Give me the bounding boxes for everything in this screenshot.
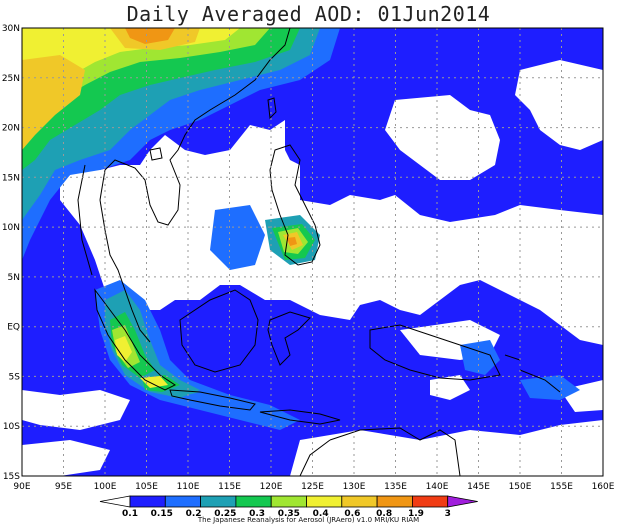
lat-tick-label: 25N <box>2 74 20 84</box>
lon-tick-label: 90E <box>13 482 30 492</box>
lat-tick-label: 10N <box>2 223 20 233</box>
colorbar-swatch <box>341 495 378 508</box>
lon-tick-label: 140E <box>426 482 449 492</box>
lat-axis: 30N 25N 20N 15N 10N 5N EQ 5S 10S 15S <box>2 24 20 482</box>
lat-tick-label: 15N <box>2 173 20 183</box>
lon-tick-label: 135E <box>384 482 407 492</box>
lat-tick-label: 15S <box>3 472 20 482</box>
lon-tick-label: 95E <box>55 482 72 492</box>
aod-field <box>22 28 603 476</box>
lat-tick-label: 20N <box>2 124 20 134</box>
aod-region-orange <box>22 55 85 150</box>
colorbar-swatch <box>306 495 343 508</box>
colorbar-label: 1.9 <box>408 509 424 519</box>
lon-tick-label: 110E <box>177 482 200 492</box>
lon-tick-label: 120E <box>260 482 283 492</box>
colorbar-swatch <box>411 495 449 508</box>
colorbar-swatch <box>235 495 272 508</box>
lon-tick-label: 100E <box>94 482 117 492</box>
colorbar-under-arrow <box>99 495 131 508</box>
lat-tick-label: EQ <box>7 323 20 333</box>
colorbar-label: 0.3 <box>249 509 265 519</box>
aod-region-darkorange <box>125 28 175 44</box>
lat-tick-label: 30N <box>2 24 20 34</box>
lon-axis: 90E 95E 100E 105E 110E 115E 120E 125E 130E 135E 14… <box>13 482 614 492</box>
map-title: Daily Averaged AOD: 01Jun2014 <box>126 2 491 26</box>
colorbar-over-arrow <box>447 495 478 508</box>
colorbar-swatch <box>200 495 237 508</box>
lon-tick-label: 150E <box>509 482 532 492</box>
lon-tick-label: 155E <box>550 482 573 492</box>
map-frame <box>21 27 604 477</box>
grid-lines <box>22 28 603 476</box>
colorbar-label: 0.15 <box>151 509 173 519</box>
colorbar-label: 0.2 <box>186 509 202 519</box>
lon-tick-label: 130E <box>343 482 366 492</box>
aod-region-yellow <box>22 28 240 110</box>
credit-text: The Japanese Reanalysis for Aerosol (JRA… <box>197 516 420 524</box>
colorbar-label: 0.4 <box>313 509 329 519</box>
colorbar-label: 0.1 <box>122 509 138 519</box>
lon-tick-label: 160E <box>592 482 615 492</box>
colorbar-swatch <box>270 495 307 508</box>
colorbar-label: 0.6 <box>344 509 360 519</box>
colorbar-label: 3 <box>445 509 451 519</box>
colorbar: 0.1 0.15 0.2 0.25 0.3 0.35 0.4 0.6 0.8 1.9 3 <box>99 495 478 519</box>
colorbar-label: 0.8 <box>376 509 392 519</box>
colorbar-swatch <box>129 495 166 508</box>
lat-tick-label: 5S <box>9 372 21 382</box>
colorbar-swatch <box>376 495 413 508</box>
lon-tick-label: 125E <box>301 482 324 492</box>
lon-tick-label: 145E <box>467 482 490 492</box>
lon-tick-label: 105E <box>135 482 158 492</box>
coastlines <box>77 28 561 476</box>
colorbar-swatch <box>164 495 202 508</box>
colorbar-label: 0.25 <box>214 509 236 519</box>
lon-tick-label: 115E <box>218 482 241 492</box>
lat-tick-label: 10S <box>3 422 20 432</box>
lat-tick-label: 5N <box>8 273 20 283</box>
colorbar-label: 0.35 <box>278 509 300 519</box>
